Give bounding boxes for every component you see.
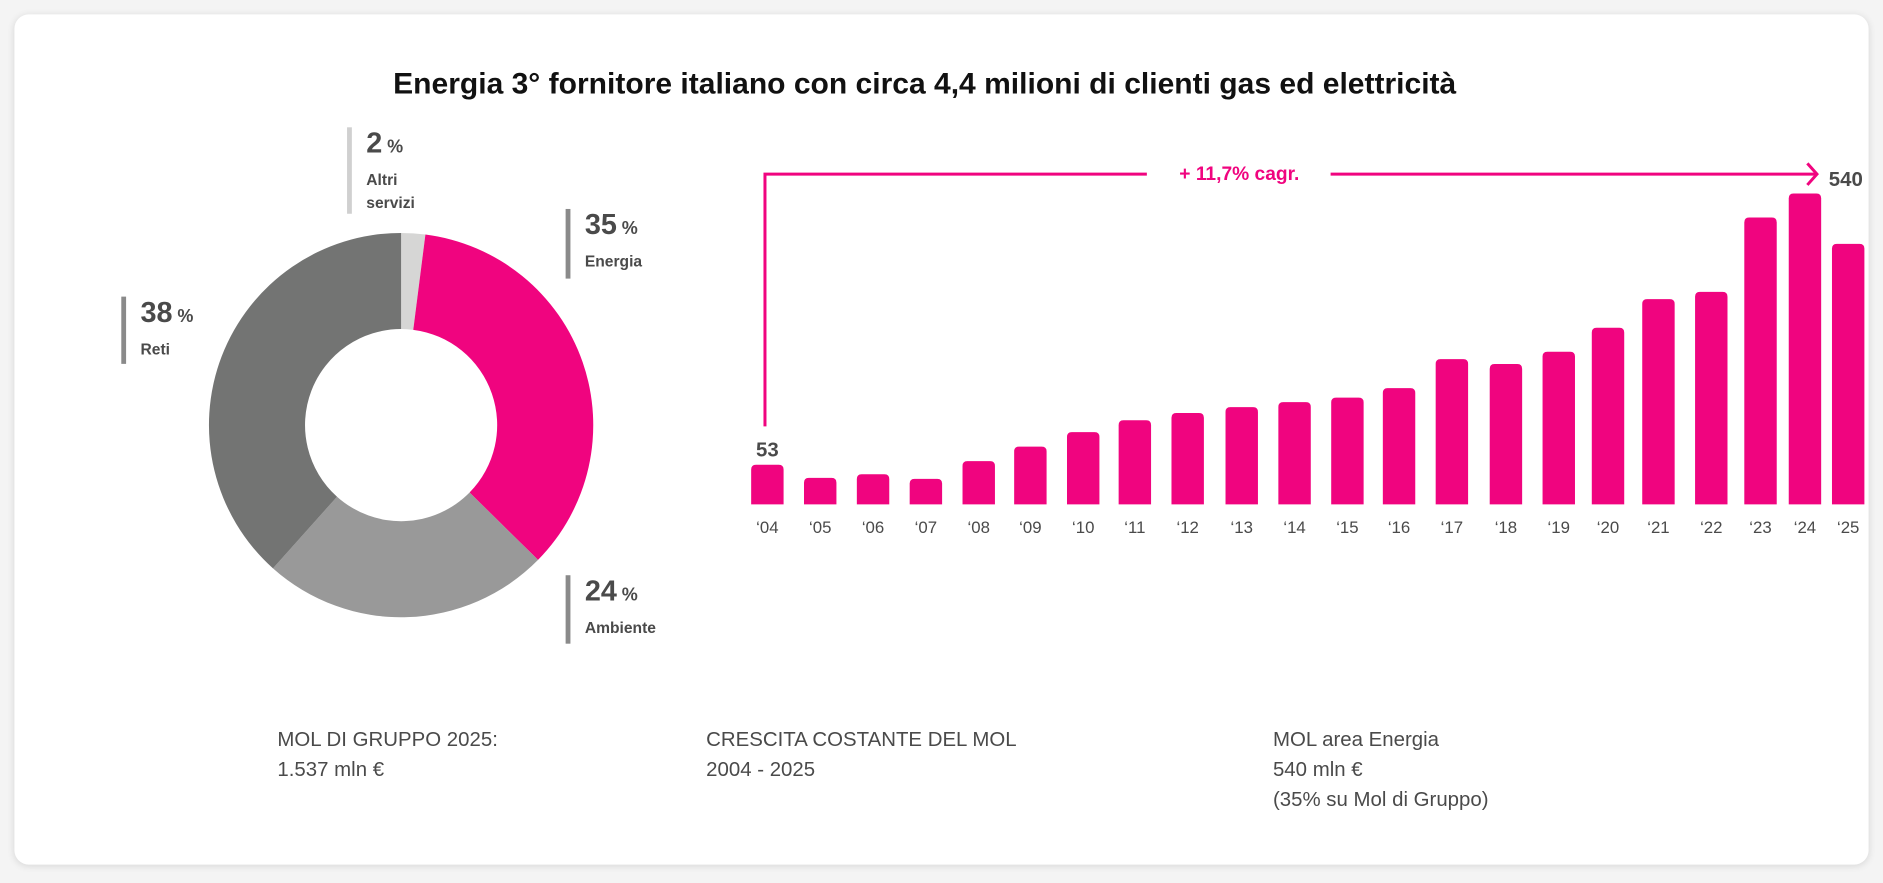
bar-6 [1066,432,1100,505]
bar-15 [1542,351,1575,505]
x-tick-label: ‘04 [756,518,778,537]
donut-slice-energia [413,234,594,560]
x-tick-label: ‘20 [1597,518,1619,537]
cagr-annotation: + 11,7% cagr. [1179,164,1299,185]
ambiente-name: Ambiente [584,618,656,637]
bar-17 [1642,299,1675,505]
note-line: 2004 - 2025 [706,757,816,781]
bar-1 [804,477,837,505]
x-tick-label: ‘07 [915,518,937,537]
bar-9 [1225,407,1258,505]
note-line: CRESCITA COSTANTE DEL MOL [706,727,1017,751]
donut-slice-ambiente [272,492,539,618]
altri-name: Altri servizi [366,170,415,212]
arrow-head-icon [1806,162,1819,186]
data-label-first: 53 [756,439,779,461]
note-mol-gruppo: MOL DI GRUPPO 2025: 1.537 mln € [277,724,497,784]
bar-chart: + 11,7% cagr. 53 540 ‘04 ‘05 ‘06 ‘07 ‘08 ‘09 ‘… [751,162,1865,537]
x-tick-label: ‘10 [1072,518,1094,537]
reti-name: Reti [140,339,171,358]
pct-sign: % [621,584,638,606]
x-tick-label: ‘11 [1124,518,1145,537]
page-title: Energia 3° fornitore italiano con circa … [393,67,1457,101]
bar-18 [1695,291,1728,505]
x-tick-label: ‘14 [1283,518,1305,537]
altri-pct: 2 [366,127,383,160]
pct-sign: % [621,218,638,239]
bar-20 [1788,193,1822,505]
x-tick-label: ‘08 [968,518,990,537]
pct-sign: % [387,136,404,158]
label-altri: 2% Altri servizi [347,127,426,214]
bar-12 [1382,388,1416,505]
label-ambiente: 24% Ambiente [565,575,656,644]
bar-3 [909,478,943,505]
x-tick-label: ‘19 [1548,518,1570,537]
bar-5 [1014,446,1047,505]
x-tick-label: ‘12 [1176,518,1198,537]
cagr-arrow-line-left [763,172,1147,427]
note-mol-energia: MOL area Energia 540 mln € (35% su Mol d… [1273,724,1489,814]
bar-21 [1831,243,1865,505]
x-tick-label: ‘22 [1700,518,1722,537]
energia-pct: 35 [584,208,617,242]
x-tick-label: ‘13 [1231,518,1253,537]
ambiente-pct: 24 [584,575,617,608]
x-tick-label: ‘18 [1495,518,1517,537]
note-line: (35% su Mol di Gruppo) [1272,787,1489,811]
note-crescita: CRESCITA COSTANTE DEL MOL 2004 - 2025 [706,724,1016,784]
bar-0 [751,464,784,505]
x-tick-label: ‘09 [1019,518,1041,537]
bar-19 [1744,217,1777,505]
x-tick-label: ‘15 [1336,518,1358,537]
bar-2 [856,474,890,505]
reti-pct: 38 [140,296,173,330]
note-line: 540 mln € [1272,757,1363,781]
x-tick-label: ‘16 [1388,518,1410,537]
donut-slice-reti [208,232,402,569]
bar-11 [1331,397,1364,505]
data-label-last: 540 [1829,169,1863,191]
bar-14 [1489,364,1523,505]
bar-16 [1591,327,1625,505]
x-tick-label: ‘21 [1647,518,1669,537]
bar-8 [1171,413,1204,505]
bar-7 [1118,420,1152,505]
note-line: MOL DI GRUPPO 2025: [277,727,498,751]
label-energia: 35% Energia [565,208,643,279]
bar-10 [1278,402,1311,505]
x-tick-label: ‘17 [1441,518,1463,537]
pct-sign: % [177,306,194,327]
x-tick-label: ‘24 [1794,518,1816,537]
bar-4 [962,461,995,505]
donut-chart [208,232,594,618]
bar-13 [1435,359,1469,505]
x-tick-label: ‘25 [1837,518,1859,537]
x-tick-label: ‘23 [1749,518,1771,537]
label-reti: 38% Reti [121,296,194,364]
x-tick-label: ‘05 [809,518,831,537]
energia-name: Energia [584,252,643,271]
note-line: MOL area Energia [1272,727,1440,751]
donut-slice-altri-servizi [401,232,426,330]
x-tick-label: ‘06 [862,518,884,537]
note-line: 1.537 mln € [277,757,385,781]
